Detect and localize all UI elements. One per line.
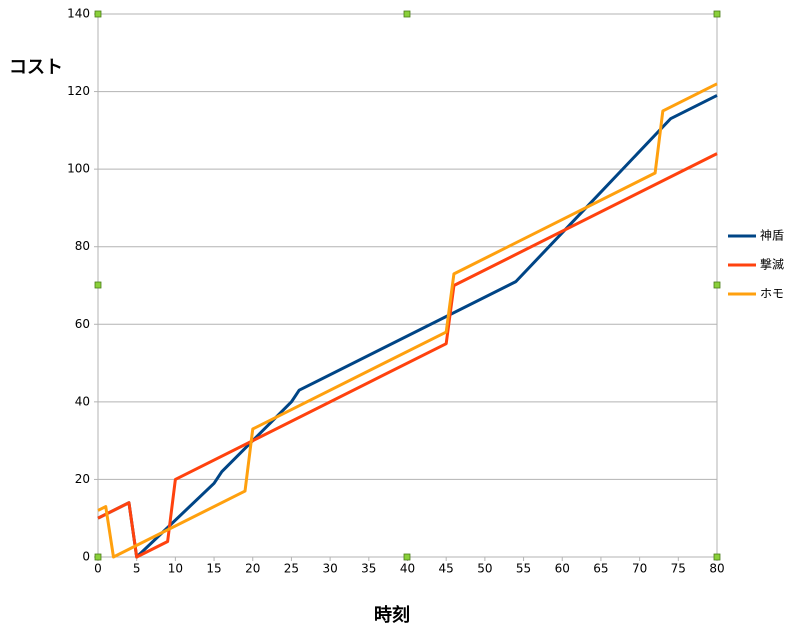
selection-handle	[403, 553, 411, 561]
series-line	[97, 94, 718, 559]
x-tick-label: 5	[133, 562, 141, 576]
y-tick-label: 20	[75, 472, 90, 486]
selection-handle	[713, 10, 721, 18]
selection-handle	[713, 553, 721, 561]
y-axis-title: コスト	[9, 57, 63, 78]
legend-label: ホモ	[760, 287, 784, 301]
x-tick-label: 45	[439, 562, 454, 576]
x-tick-label: 15	[206, 562, 221, 576]
y-tick-label: 60	[75, 317, 90, 331]
x-tick-label: 30	[322, 562, 337, 576]
selection-handle	[403, 10, 411, 18]
y-tick-label: 120	[67, 84, 90, 98]
selection-handle	[94, 281, 102, 289]
y-tick-label: 80	[75, 239, 90, 253]
x-tick-label: 70	[632, 562, 647, 576]
selection-handle	[94, 10, 102, 18]
y-tick-label: 0	[82, 550, 90, 564]
x-axis-title: 時刻	[374, 604, 410, 626]
x-tick-label: 10	[168, 562, 183, 576]
y-tick-label: 140	[67, 7, 90, 21]
y-tick-label: 100	[67, 162, 90, 176]
selection-handle	[94, 553, 102, 561]
x-tick-label: 80	[709, 562, 724, 576]
x-tick-label: 20	[245, 562, 260, 576]
series-line	[97, 82, 718, 559]
legend-label: 撃滅	[760, 257, 784, 272]
x-tick-label: 55	[516, 562, 531, 576]
x-tick-label: 40	[400, 562, 415, 576]
x-tick-label: 0	[94, 562, 102, 576]
x-tick-label: 65	[593, 562, 608, 576]
series-line	[97, 152, 718, 559]
x-tick-label: 35	[361, 562, 376, 576]
x-tick-label: 50	[477, 562, 492, 576]
legend-label: 神盾	[760, 229, 784, 243]
x-tick-label: 75	[671, 562, 686, 576]
y-tick-label: 40	[75, 394, 90, 408]
selection-handle	[713, 281, 721, 289]
x-tick-label: 25	[284, 562, 299, 576]
x-tick-label: 60	[555, 562, 570, 576]
